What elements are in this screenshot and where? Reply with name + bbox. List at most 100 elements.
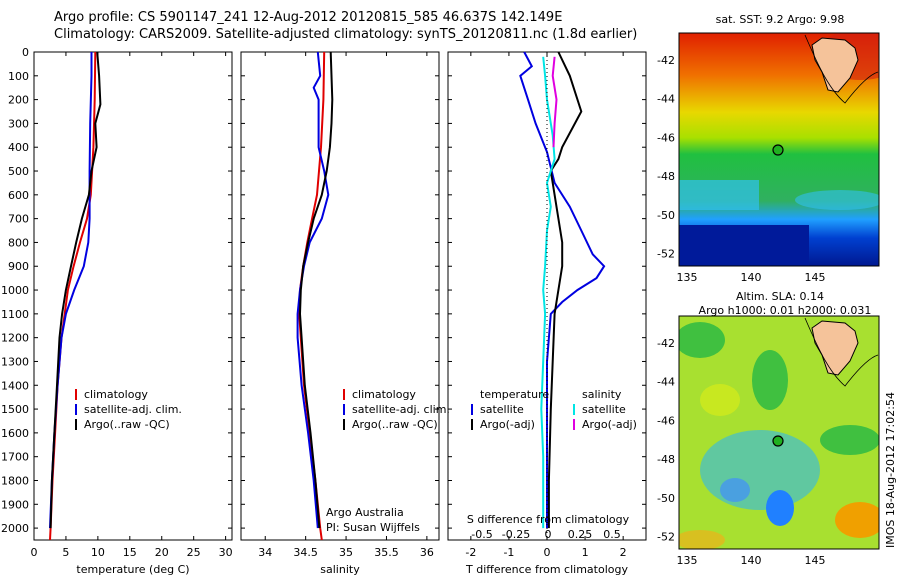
sst-map-title: sat. SST: 9.2 Argo: 9.98 — [716, 13, 845, 26]
legend-entry: climatology — [84, 388, 148, 401]
y-tick-label: 1400 — [1, 379, 29, 392]
x-tick-label: 10 — [91, 546, 105, 559]
x-axis-label: temperature (deg C) — [76, 563, 189, 576]
legend-entry: Argo(-adj) — [582, 418, 637, 431]
y-tick-label: 500 — [8, 165, 29, 178]
x-tick-label: 15 — [123, 546, 137, 559]
map-y-tick-label: -46 — [657, 131, 675, 144]
plot-frame-1 — [240, 51, 440, 541]
x-tick-label: 36 — [420, 546, 434, 559]
y-tick-label: 200 — [8, 94, 29, 107]
x-tick-label: 34.5 — [293, 546, 318, 559]
s-tick-label: 0.25 — [568, 528, 593, 541]
y-tick-label: 1200 — [1, 332, 29, 345]
x-tick-label: 35.5 — [374, 546, 399, 559]
argo-marker — [772, 144, 784, 156]
map-y-tick-label: -44 — [657, 376, 675, 389]
x-tick-label: 1 — [582, 546, 589, 559]
sla-map-title: Altim. SLA: 0.14 — [736, 290, 824, 303]
x-tick-label: 25 — [187, 546, 201, 559]
y-tick-label: 1700 — [1, 451, 29, 464]
map-y-tick-label: -46 — [657, 414, 675, 427]
y-tick-label: 2000 — [1, 522, 29, 535]
climatology-title: Climatology: CARS2009. Satellite-adjuste… — [54, 27, 638, 42]
argo-marker-2 — [772, 435, 784, 447]
map-x-tick-label: 140 — [741, 554, 762, 567]
s-tick-label: -0.25 — [502, 528, 530, 541]
sla-map — [679, 316, 879, 549]
x-axis-label: salinity — [320, 563, 360, 576]
y-tick-label: 400 — [8, 141, 29, 154]
map-y-tick-label: -52 — [657, 531, 675, 544]
x-axis-label: T difference from climatology — [465, 563, 628, 576]
y-tick-label: 800 — [8, 236, 29, 249]
y-tick-label: 1300 — [1, 355, 29, 368]
x-tick-label: 20 — [155, 546, 169, 559]
y-tick-label: 700 — [8, 213, 29, 226]
x-tick-label: 35 — [339, 546, 353, 559]
s-tick-label: 0 — [545, 528, 552, 541]
y-tick-label: 1000 — [1, 284, 29, 297]
legend-entry: satellite-adj. clim. — [352, 403, 450, 416]
series-line — [551, 56, 558, 148]
y-tick-label: 0 — [22, 46, 29, 59]
y-tick-label: 1100 — [1, 308, 29, 321]
y-tick-label: 900 — [8, 260, 29, 273]
legend-entry: Argo(-adj) — [480, 418, 535, 431]
y-tick-label: 100 — [8, 70, 29, 83]
sla-map-subtitle: Argo h1000: 0.01 h2000: 0.031 — [699, 304, 872, 317]
map-y-tick-label: -42 — [657, 54, 675, 67]
x-tick-label: 30 — [219, 546, 233, 559]
map-x-tick-label: 135 — [677, 554, 698, 567]
y-tick-label: 300 — [8, 117, 29, 130]
x-tick-label: 5 — [62, 546, 69, 559]
profile-title: Argo profile: CS 5901147_241 12-Aug-2012… — [54, 10, 563, 25]
series-line — [547, 51, 583, 529]
map-y-tick-label: -52 — [657, 248, 675, 261]
x-tick-label: 2 — [620, 546, 627, 559]
y-tick-label: 1800 — [1, 474, 29, 487]
x-tick-label: 34 — [258, 546, 272, 559]
legend-entry: temperature — [480, 388, 549, 401]
y-tick-label: 1900 — [1, 498, 29, 511]
series-line — [540, 56, 556, 529]
y-tick-label: 1500 — [1, 403, 29, 416]
y-tick-label: 1600 — [1, 427, 29, 440]
legend-entry: Argo(..raw -QC) — [84, 418, 170, 431]
x-tick-label: -2 — [465, 546, 476, 559]
map-y-tick-label: -50 — [657, 209, 675, 222]
s-tick-label: 0.5 — [603, 528, 621, 541]
map-y-tick-label: -44 — [657, 93, 675, 106]
x-tick-label: -1 — [503, 546, 514, 559]
series-line — [519, 51, 606, 529]
series-line — [296, 51, 330, 529]
y-tick-label: 600 — [8, 189, 29, 202]
x-tick-label: 0 — [544, 546, 551, 559]
map-x-tick-label: 145 — [805, 271, 826, 284]
legend-entry: climatology — [352, 388, 416, 401]
source-annotation: Argo Australia — [326, 506, 404, 519]
map-x-tick-label: 135 — [677, 271, 698, 284]
sst-map — [679, 33, 879, 266]
series-line — [298, 51, 334, 529]
legend-entry: satellite — [582, 403, 626, 416]
imos-label: IMOS 18-Aug-2012 17:02:54 — [884, 392, 897, 548]
map-x-tick-label: 145 — [805, 554, 826, 567]
salinity-axis-label: S difference from climatology — [467, 513, 630, 526]
map-y-tick-label: -50 — [657, 492, 675, 505]
x-tick-label: 0 — [31, 546, 38, 559]
legend-entry: salinity — [582, 388, 622, 401]
plot-frame-0 — [33, 51, 233, 541]
map-y-tick-label: -48 — [657, 453, 675, 466]
map-y-tick-label: -48 — [657, 170, 675, 183]
source-annotation: PI: Susan Wijffels — [326, 521, 420, 534]
series-line — [49, 52, 93, 529]
legend-entry: Argo(..raw -QC) — [352, 418, 438, 431]
map-x-tick-label: 140 — [741, 271, 762, 284]
s-tick-label: -0.5 — [471, 528, 492, 541]
legend-entry: satellite-adj. clim. — [84, 403, 182, 416]
map-y-tick-label: -42 — [657, 337, 675, 350]
series-line — [49, 51, 102, 529]
legend-entry: satellite — [480, 403, 524, 416]
